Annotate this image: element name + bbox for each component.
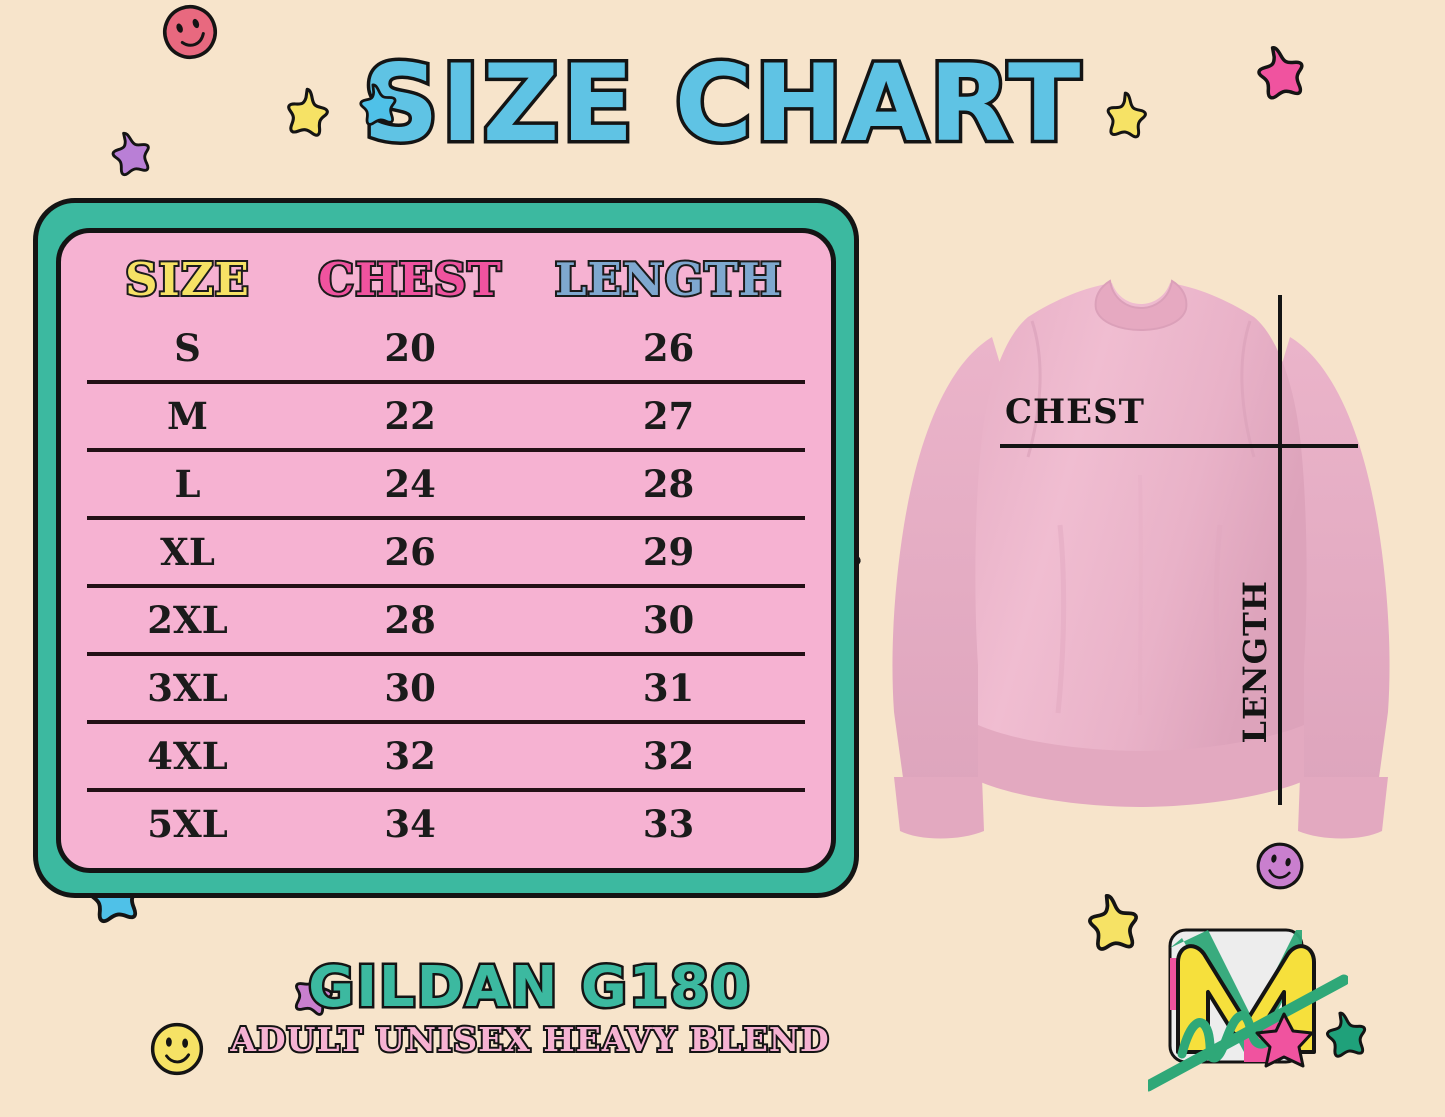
sweatshirt-body — [975, 283, 1307, 753]
size-cell: 3XL — [87, 654, 289, 724]
column-header-length: LENGTH — [553, 251, 784, 308]
length-measure-label: LENGTH — [1236, 580, 1274, 744]
length-cell: 26 — [532, 316, 805, 384]
chest-cell: 30 — [288, 654, 533, 724]
table-row: L 24 28 — [87, 450, 805, 520]
chest-measure-line — [1000, 444, 1358, 448]
logo-letter-m — [1176, 944, 1316, 1054]
smiley-rose-icon — [152, 0, 229, 70]
size-cell: S — [87, 316, 289, 384]
product-description-line: ADULT UNISEX HEAVY BLEND — [228, 1018, 830, 1061]
length-cell: 30 — [532, 586, 805, 656]
length-cell: 27 — [532, 382, 805, 452]
logo-script-m — [1177, 1010, 1287, 1063]
star-pink-top-icon — [1243, 39, 1310, 106]
length-cell: 33 — [642, 802, 695, 846]
length-cell: 29 — [532, 518, 805, 588]
size-chart-table: SIZE CHEST LENGTH S 20 26 M 22 27 L 24 28 XL 26 29 2… — [87, 247, 805, 856]
column-header-size: SIZE — [123, 251, 251, 308]
size-cell: 5XL — [147, 802, 228, 846]
length-cell: 32 — [532, 722, 805, 792]
page-title: SIZE CHART — [359, 42, 1084, 165]
star-purple-1-icon — [100, 126, 157, 183]
table-row: XL 26 29 — [87, 518, 805, 588]
smiley-yellow-icon — [148, 1020, 206, 1078]
star-yellow-3-icon — [1075, 889, 1142, 956]
size-cell: 2XL — [87, 586, 289, 656]
logo-star-icon — [1255, 1012, 1314, 1068]
chest-cell: 34 — [384, 802, 436, 846]
table-row: 5XL 34 33 — [87, 790, 805, 856]
hem-band — [978, 725, 1304, 807]
brand-logo[interactable] — [1142, 918, 1350, 1096]
table-row: M 22 27 — [87, 382, 805, 452]
chest-cell: 22 — [288, 382, 533, 452]
chest-cell: 28 — [288, 586, 533, 656]
length-cell: 31 — [532, 654, 805, 724]
cuff-right — [1298, 777, 1388, 839]
star-yellow-1-icon — [275, 83, 334, 142]
chest-cell: 32 — [288, 722, 533, 792]
chest-measure-label: CHEST — [1005, 392, 1145, 432]
length-measure-line — [1278, 295, 1282, 805]
length-cell: 28 — [532, 450, 805, 520]
chest-cell: 26 — [288, 518, 533, 588]
table-header-row: SIZE CHEST LENGTH — [87, 247, 805, 316]
column-header-chest: CHEST — [316, 251, 503, 308]
table-row: 2XL 28 30 — [87, 586, 805, 656]
table-row: S 20 26 — [87, 316, 805, 384]
sweatshirt-illustration — [860, 225, 1420, 850]
chest-cell: 24 — [288, 450, 533, 520]
size-cell: M — [87, 382, 289, 452]
table-row: 3XL 30 31 — [87, 654, 805, 724]
star-purple-2-icon — [281, 963, 339, 1021]
table-row: 4XL 32 32 — [87, 722, 805, 792]
star-green-logo-icon — [1315, 1007, 1371, 1063]
size-cell: XL — [87, 518, 289, 588]
brand-line: GILDAN G180 — [306, 953, 753, 1023]
size-cell: 4XL — [87, 722, 289, 792]
star-yellow-2-icon — [1096, 88, 1151, 143]
size-cell: L — [87, 450, 289, 520]
chart-frame-inner: SIZE CHEST LENGTH S 20 26 M 22 27 L 24 28 XL 26 29 2… — [56, 228, 836, 873]
chest-cell: 20 — [288, 316, 533, 384]
cuff-left — [894, 777, 984, 839]
smiley-orchid-icon — [1250, 836, 1310, 896]
collar-rib — [1094, 279, 1188, 331]
star-blue-top-icon — [350, 80, 401, 131]
